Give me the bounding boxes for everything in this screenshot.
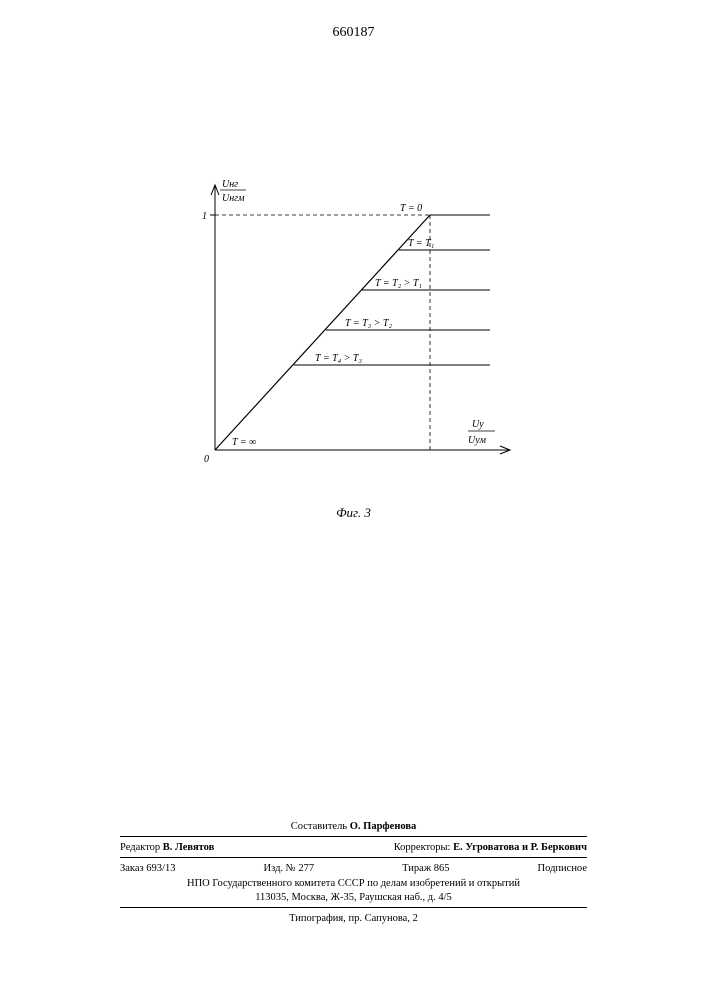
- y-label-den: Uнгм: [222, 193, 245, 204]
- y-label-num: Uнг: [222, 179, 238, 190]
- figure-caption: Фиг. 3: [0, 505, 707, 521]
- order: Заказ 693/13: [120, 862, 175, 876]
- editor-name: В. Левятов: [163, 842, 215, 853]
- label-t4: T = T₄ > T₃: [315, 353, 362, 364]
- page: 660187 Uнг Uнгм Uy Uyм 1 0: [0, 0, 707, 1000]
- compiler-name: О. Парфенова: [350, 821, 417, 832]
- typography-line: Типография, пр. Сапунова, 2: [120, 912, 587, 926]
- chart-svg: Uнг Uнгм Uy Uyм 1 0 T = 0: [160, 175, 530, 495]
- rule-3: [120, 907, 587, 908]
- editor-corrector-row: Редактор В. Левятов Корректоры: Е. Угров…: [120, 841, 587, 855]
- label-t2: T = T₂ > T₁: [375, 278, 422, 289]
- editor-cell: Редактор В. Левятов: [120, 841, 214, 855]
- tirage: Тираж 865: [402, 862, 449, 876]
- corrector-names: Е. Угроватова и Р. Беркович: [453, 842, 587, 853]
- compiler-line: Составитель О. Парфенова: [120, 820, 587, 834]
- patent-number: 660187: [0, 25, 707, 41]
- y-tick-label: 1: [202, 211, 207, 222]
- slope-line: [215, 215, 430, 450]
- corrector-label: Корректоры:: [394, 842, 451, 853]
- compiler-label: Составитель: [291, 821, 347, 832]
- rule-1: [120, 836, 587, 837]
- footer-block: Составитель О. Парфенова Редактор В. Лев…: [120, 820, 587, 926]
- chart-container: Uнг Uнгм Uy Uyм 1 0 T = 0: [160, 175, 530, 535]
- editor-label: Редактор: [120, 842, 160, 853]
- label-t0: T = 0: [400, 203, 422, 214]
- sign: Подписное: [538, 862, 587, 876]
- label-t3: T = T₃ > T₂: [345, 318, 392, 329]
- izd: Изд. № 277: [264, 862, 315, 876]
- x-label-num: Uy: [472, 419, 484, 430]
- rule-2: [120, 857, 587, 858]
- corrector-cell: Корректоры: Е. Угроватова и Р. Беркович: [394, 841, 587, 855]
- label-tinf: T = ∞: [232, 437, 256, 448]
- org-line1: НПО Государственного комитета СССР по де…: [120, 877, 587, 891]
- plateau-lines: T = 0 T = T₁ T = T₂ > T₁ T = T₃ > T₂ T =…: [232, 203, 490, 448]
- print-row: Заказ 693/13 Изд. № 277 Тираж 865 Подпис…: [120, 862, 587, 876]
- origin-label: 0: [204, 454, 209, 465]
- org-line2: 113035, Москва, Ж-35, Раушская наб., д. …: [120, 891, 587, 905]
- label-t1: T = T₁: [408, 238, 434, 249]
- x-label-den: Uyм: [468, 435, 487, 446]
